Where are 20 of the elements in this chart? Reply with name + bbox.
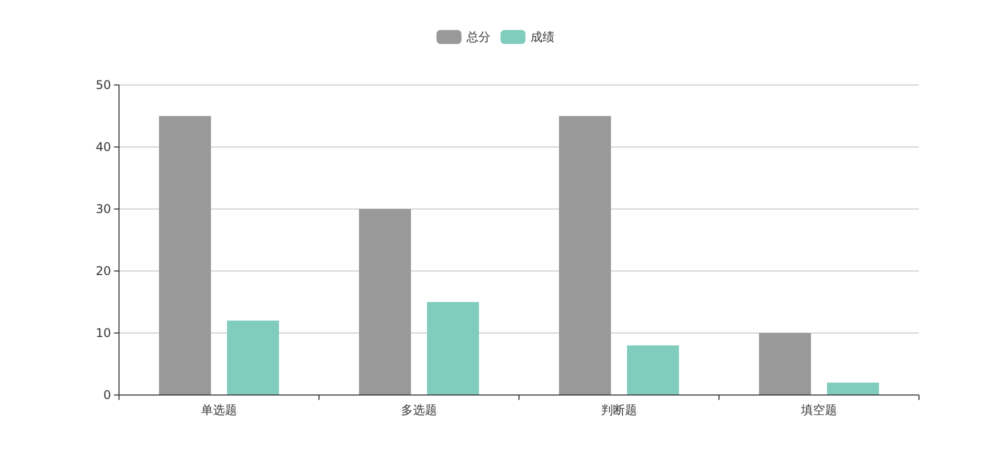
bar — [827, 382, 879, 395]
x-tick-label: 填空题 — [800, 403, 837, 417]
y-tick-label: 10 — [96, 326, 111, 340]
bar — [359, 209, 411, 395]
bar — [759, 333, 811, 395]
bar — [227, 320, 279, 395]
legend-label: 总分 — [466, 30, 490, 44]
bar — [627, 345, 679, 395]
x-tick-label: 单选题 — [201, 403, 237, 417]
x-tick-label: 判断题 — [601, 403, 637, 417]
bar — [427, 302, 479, 395]
y-tick-label: 0 — [103, 388, 111, 402]
legend-label: 成绩 — [530, 30, 554, 44]
x-tick-label: 多选题 — [401, 403, 437, 417]
y-tick-label: 30 — [96, 202, 111, 216]
y-tick-label: 40 — [96, 140, 111, 154]
y-tick-label: 50 — [96, 78, 111, 92]
bar — [159, 116, 211, 395]
bar — [559, 116, 611, 395]
y-tick-label: 20 — [96, 264, 111, 278]
